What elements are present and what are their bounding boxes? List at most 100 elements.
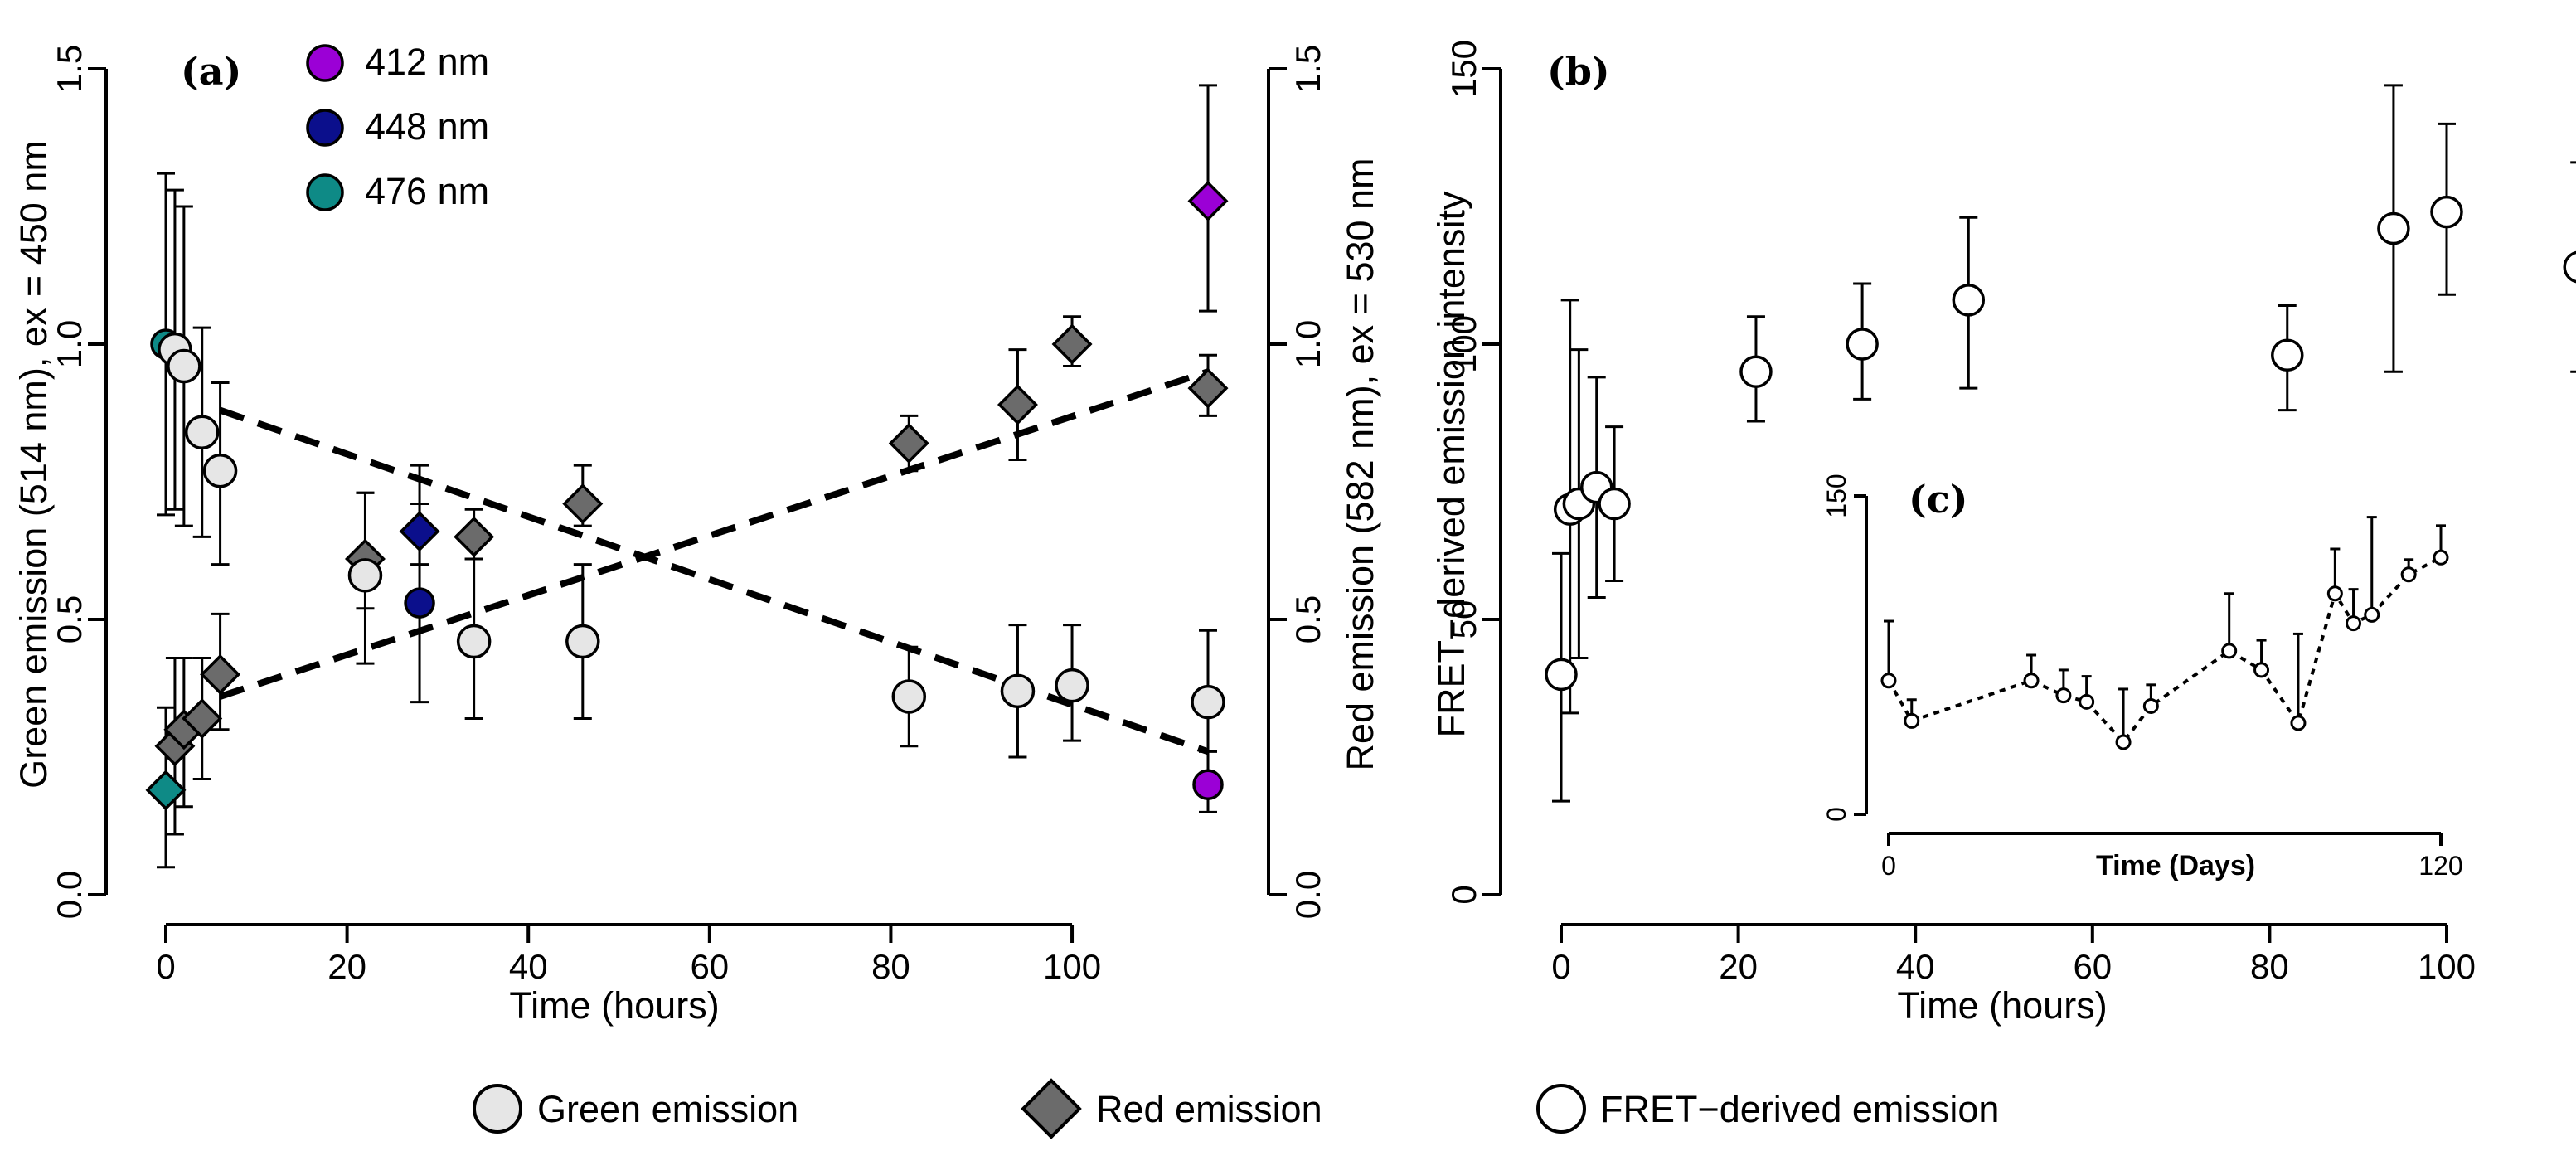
panel-b-markers	[1545, 195, 2576, 692]
legend-red-marker	[1021, 1078, 1082, 1139]
panel-a-red-trend-line	[219, 368, 1210, 700]
panel-a-green-point	[1055, 668, 1089, 703]
panel-a-green-point	[347, 558, 383, 593]
panel-a-y-right-tick-label: 0.0	[1288, 871, 1327, 919]
panel-a-y-tick-label: 1.5	[50, 45, 89, 93]
panel-a-y-tick-label: 0.0	[50, 871, 89, 919]
panel-c-markers	[1880, 549, 2449, 750]
panel-a-red-point	[1051, 323, 1093, 365]
legend-green-label: Green emission	[537, 1088, 798, 1130]
panel-c-inset: 0 150 0 120 (c) Time (Days)	[1822, 474, 2463, 881]
panel-b-y-label: FRET−derived emission intensity	[1430, 191, 1472, 738]
panel-c-y-tick-label: 150	[1822, 474, 1851, 517]
panel-a-red-point	[200, 653, 241, 695]
panel-b-point	[2563, 250, 2576, 284]
panel-c-axes: 0 150 0 120	[1822, 474, 2463, 881]
panel-b-x-tick-label: 60	[2073, 947, 2112, 986]
panel-c-point	[2364, 606, 2380, 623]
panel-b-x-tick-label: 0	[1551, 947, 1570, 986]
panel-a-y-right-tick-label: 1.0	[1288, 320, 1327, 368]
panel-b-label: (b)	[1547, 49, 1610, 94]
panel-c-point	[1880, 673, 1897, 689]
panel-b-point	[1545, 658, 1578, 692]
panel-b-x-tick-label: 40	[1896, 947, 1935, 986]
panel-b-x-tick-label: 100	[2418, 947, 2476, 986]
legend-fret-label: FRET−derived emission	[1600, 1088, 1999, 1130]
panel-c-x-label: Time (Days)	[2096, 850, 2255, 881]
legend-412-marker	[306, 44, 344, 82]
legend-green-marker	[473, 1084, 522, 1134]
panel-c-y-tick-label: 0	[1822, 807, 1851, 822]
panel-a-y-tick-label: 1.0	[50, 320, 89, 368]
panel-c-point	[2346, 615, 2362, 632]
panel-b-y-tick-label: 150	[1444, 40, 1483, 98]
panel-a-x-tick-label: 80	[871, 947, 910, 986]
panel-a-red-point	[1187, 180, 1229, 221]
panel-c-point	[2253, 662, 2270, 678]
panel-b: 0 50 100 150 0 20 40 60 80 100 (b) FRET−derived e…	[1430, 40, 2576, 1027]
panel-a-markers	[145, 180, 1229, 811]
panel-a-trend	[219, 368, 1210, 755]
panel-a: 0.0 0.5 1.0 1.5 0.0 0.5 1.0 1.5 0 20 40 60 80 100 (a)…	[12, 41, 1381, 1027]
panel-b-y-tick-label: 100	[1444, 315, 1483, 373]
panel-c-point	[2221, 643, 2238, 659]
panel-a-green-point	[184, 415, 220, 449]
panel-a-y-label: Green emission (514 nm), ex = 450 nm	[12, 140, 55, 789]
panel-a-wavelength-legend: 412 nm 448 nm 476 nm	[306, 41, 489, 212]
panel-a-label: (a)	[181, 49, 241, 94]
panel-c-point	[2115, 734, 2132, 750]
panel-c-label: (c)	[1909, 477, 1968, 522]
panel-c-line	[1887, 556, 2442, 745]
panel-c-series-line	[1887, 556, 2442, 745]
panel-b-point	[2377, 211, 2410, 245]
panel-c-errorbars	[1884, 516, 2446, 742]
panel-a-x-label: Time (hours)	[509, 984, 719, 1027]
panel-a-green-point	[1000, 673, 1036, 709]
panel-a-green-point	[565, 624, 600, 659]
panel-b-point	[1952, 284, 1986, 317]
legend-476-label: 476 nm	[365, 170, 489, 212]
bottom-legend: Green emission Red emission FRET−derived…	[473, 1078, 1999, 1139]
panel-b-point	[1739, 355, 1773, 388]
panel-a-green-point	[891, 679, 927, 714]
panel-c-point	[2326, 585, 2343, 602]
panel-a-green-trend-line	[219, 406, 1210, 755]
panel-b-point	[1846, 328, 1879, 361]
panel-a-x-tick-label: 100	[1043, 947, 1101, 986]
panel-c-point	[1904, 712, 1920, 729]
panel-c-point	[2055, 687, 2072, 704]
panel-a-red-point	[562, 483, 604, 525]
panel-a-green-point	[404, 587, 435, 619]
panel-c-point	[2079, 693, 2095, 710]
panel-b-x-label: Time (hours)	[1897, 984, 2107, 1027]
panel-a-red-point	[454, 516, 495, 557]
legend-412-label: 412 nm	[365, 41, 489, 83]
legend-448-label: 448 nm	[365, 105, 489, 148]
panel-a-y-tick-label: 0.5	[50, 595, 89, 643]
legend-476-marker	[306, 173, 344, 211]
panel-c-point	[2290, 715, 2307, 731]
panel-b-point	[1598, 487, 1631, 521]
panel-b-x-tick-label: 20	[1719, 947, 1758, 986]
panel-b-y-tick-label: 50	[1444, 600, 1483, 639]
panel-a-red-point	[888, 423, 929, 464]
panel-b-point	[2430, 195, 2463, 229]
legend-448-marker	[306, 109, 344, 147]
panel-c-point	[2400, 566, 2417, 583]
panel-a-x-tick-label: 0	[156, 947, 175, 986]
panel-a-red-point	[182, 698, 223, 739]
panel-b-axes: 0 50 100 150 0 20 40 60 80 100	[1444, 40, 2476, 986]
legend-red-label: Red emission	[1096, 1088, 1322, 1130]
panel-a-red-point	[399, 511, 440, 552]
panel-a-y-right-tick-label: 1.5	[1288, 45, 1327, 93]
panel-a-x-tick-label: 20	[327, 947, 366, 986]
panel-a-red-point	[145, 770, 187, 811]
panel-a-x-tick-label: 40	[509, 947, 548, 986]
panel-a-green-point	[1191, 684, 1225, 720]
panel-c-point	[2023, 673, 2040, 689]
panel-b-y-tick-label: 0	[1444, 885, 1483, 904]
panel-a-red-point	[997, 384, 1038, 425]
panel-a-red-point	[1187, 367, 1229, 409]
panel-a-green-point	[456, 624, 492, 659]
